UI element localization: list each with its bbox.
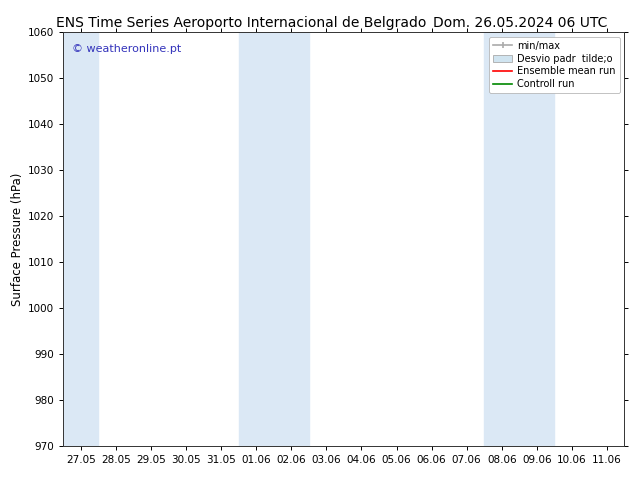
Text: Dom. 26.05.2024 06 UTC: Dom. 26.05.2024 06 UTC: [432, 16, 607, 30]
Bar: [484, 32, 554, 446]
Text: © weatheronline.pt: © weatheronline.pt: [72, 44, 181, 54]
Legend: min/max, Desvio padr  tilde;o, Ensemble mean run, Controll run: min/max, Desvio padr tilde;o, Ensemble m…: [489, 37, 619, 93]
Bar: [63, 32, 98, 446]
Y-axis label: Surface Pressure (hPa): Surface Pressure (hPa): [11, 172, 24, 306]
Bar: [239, 32, 309, 446]
Text: ENS Time Series Aeroporto Internacional de Belgrado: ENS Time Series Aeroporto Internacional …: [56, 16, 426, 30]
